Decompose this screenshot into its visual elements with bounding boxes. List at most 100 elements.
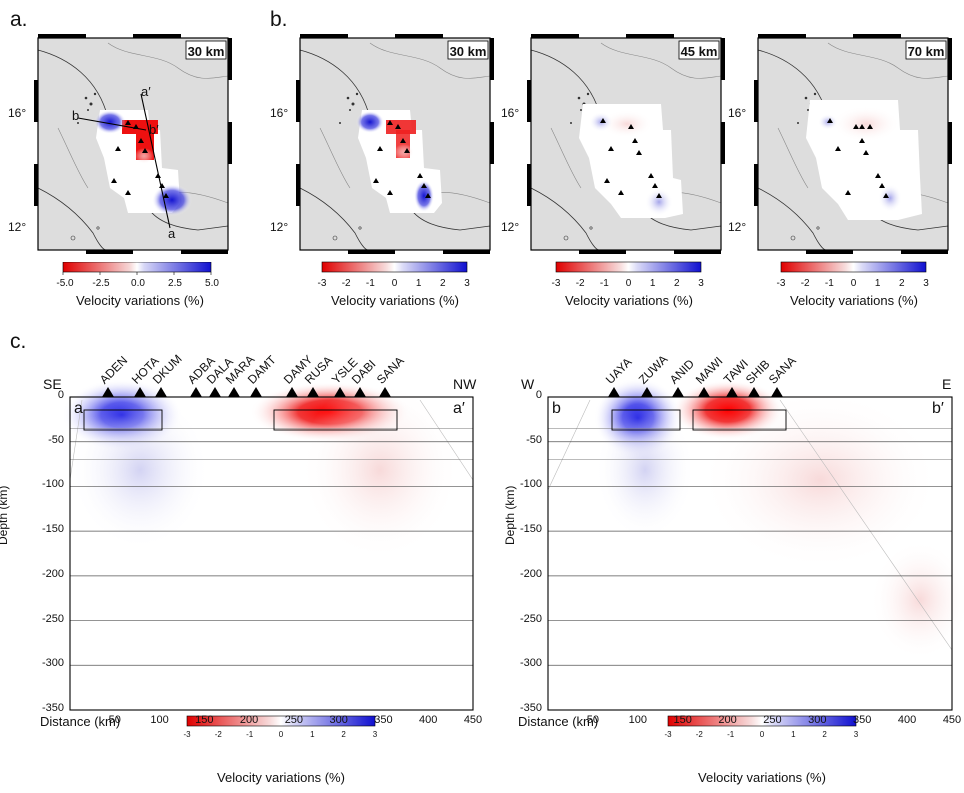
colorbar-c2-tick: 3: [853, 730, 859, 739]
section-b-ytick: -100: [519, 478, 542, 491]
colorbar-a: [62, 262, 212, 275]
station-marker: [102, 387, 114, 397]
colorbar-b1-tick: 3: [464, 278, 470, 289]
colorbar-c2: [667, 715, 857, 727]
station-marker: [190, 387, 202, 397]
colorbar-b3-tick: -1: [824, 278, 834, 289]
section-a-xtick: 400: [419, 714, 438, 726]
colorbar-b3-tick: 2: [899, 278, 905, 289]
section-b-ytick: -50: [526, 433, 542, 446]
map-a-lat-12: 12°: [8, 220, 27, 234]
colorbar-b3-tick: 1: [874, 278, 881, 289]
section-b-ytick: -150: [519, 523, 542, 536]
station-marker: [748, 387, 760, 397]
station-marker: [307, 387, 319, 397]
section-b-end-left: W: [521, 376, 535, 392]
section-a-ytick: -100: [41, 478, 64, 491]
colorbar-b1-tick: 2: [440, 278, 446, 289]
panel-letter-b: b.: [270, 8, 288, 31]
station-marker: [672, 387, 684, 397]
section-a-xtick: 100: [150, 714, 169, 726]
map-b2-depth-label: 45 km: [680, 44, 718, 59]
map-b-70km: [754, 34, 952, 254]
section-a-xlabel: Distance (km): [40, 714, 121, 729]
section-a-corner-left: a: [74, 400, 83, 417]
colorbar-b1-tick: 1: [415, 278, 422, 289]
colorbar-b2-tick: -1: [599, 278, 609, 289]
section-a-xtick: 450: [463, 714, 483, 726]
section-a-ytick: -250: [41, 612, 64, 625]
profile-label-b: b: [72, 108, 80, 123]
section-b-xtick: 300: [808, 714, 827, 726]
station-marker: [354, 387, 366, 397]
colorbar-c2-tick: 1: [791, 730, 796, 739]
map-b1-lat-16: 16°: [270, 106, 289, 120]
map-b3-lat-12: 12°: [728, 220, 747, 234]
station-marker: [250, 387, 262, 397]
map-b2-lat-16: 16°: [501, 106, 520, 120]
section-b-xtick: 350: [853, 714, 872, 726]
colorbar-c1-tick: 3: [372, 730, 378, 739]
panel-letter-a: a.: [10, 8, 28, 31]
section-a-ytick: -200: [41, 567, 64, 580]
colorbar-c2-tick: -1: [727, 730, 735, 739]
colorbar-b3-tick: -3: [776, 278, 786, 289]
colorbar-c2-label: Velocity variations (%): [698, 770, 826, 785]
section-a-end-left: SE: [43, 376, 62, 392]
station-marker: [209, 387, 221, 397]
colorbar-b2-tick: -3: [551, 278, 561, 289]
section-a-xtick: 50: [108, 714, 121, 726]
colorbar-b3: [780, 261, 927, 273]
section-a-xtick: 250: [284, 714, 304, 726]
station-marker: [155, 387, 167, 397]
map-b3-lat-16: 16°: [728, 106, 747, 120]
section-a-plot: [62, 379, 474, 711]
section-b-ytick: 0: [535, 389, 542, 401]
section-b-xtick: 50: [586, 714, 599, 726]
colorbar-b2-label: Velocity variations (%): [565, 293, 693, 308]
section-a-xtick: 300: [329, 714, 348, 726]
map-b3-depth-label: 70 km: [907, 44, 945, 59]
section-b-plot: [547, 378, 964, 711]
map-b-30km: [296, 34, 494, 254]
station-marker: [641, 387, 653, 397]
colorbar-c2-tick: 2: [822, 730, 827, 739]
profile-label-b-prime: b′: [149, 122, 159, 137]
map-a-depth-label: 30 km: [187, 44, 225, 59]
colorbar-a-tick: 2.5: [168, 278, 182, 289]
map-b-45km: [527, 34, 725, 254]
map-b2-lat-12: 12°: [501, 220, 520, 234]
colorbar-c1-label: Velocity variations (%): [217, 770, 345, 785]
colorbar-c2-tick: -3: [664, 730, 672, 739]
profile-label-a: a: [168, 226, 176, 241]
section-a-end-right: NW: [453, 376, 477, 392]
colorbar-b1-tick: -3: [317, 278, 327, 289]
colorbar-c1-tick: -1: [246, 730, 254, 739]
panel-letter-c: c.: [10, 330, 27, 353]
section-b-ytick: -350: [519, 702, 542, 714]
colorbar-a-label: Velocity variations (%): [76, 293, 204, 308]
colorbar-a-tick: 5.0: [205, 278, 219, 289]
section-b-xtick: 400: [897, 714, 917, 726]
section-b-xtick: 100: [628, 714, 647, 726]
colorbar-b1: [321, 261, 468, 273]
station-marker: [379, 387, 391, 397]
section-b-corner-right: b′: [932, 400, 944, 417]
station-marker: [726, 387, 738, 397]
section-b-ytick: -250: [519, 612, 542, 625]
section-a-ytick: 0: [57, 389, 64, 401]
station-marker: [771, 387, 783, 397]
colorbar-b3-tick: -2: [800, 278, 810, 289]
section-b-end-right: E: [942, 376, 952, 392]
colorbar-b1-label: Velocity variations (%): [331, 293, 459, 308]
colorbar-b1-tick: -2: [341, 278, 351, 289]
colorbar-b2-tick: 2: [674, 278, 680, 289]
section-a-xtick: 150: [195, 714, 214, 726]
section-b-xtick: 450: [942, 714, 962, 726]
section-b-xlabel: Distance (km): [518, 714, 599, 729]
section-b-xtick: 200: [718, 714, 737, 726]
profile-label-a-prime: a′: [141, 84, 151, 99]
station-marker: [698, 387, 710, 397]
